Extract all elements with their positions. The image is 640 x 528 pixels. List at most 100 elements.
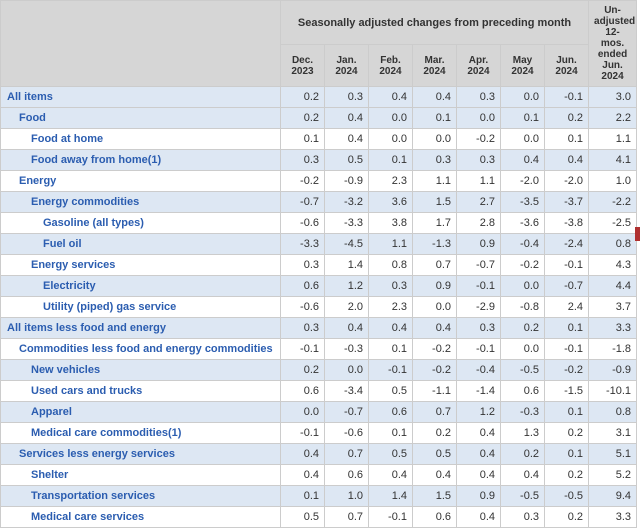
table-row: Services less energy services0.40.70.50.…: [1, 444, 637, 465]
group-header-seasonal: Seasonally adjusted changes from precedi…: [281, 1, 589, 45]
data-cell: 0.2: [501, 318, 545, 339]
data-cell: 0.0: [501, 129, 545, 150]
row-label[interactable]: New vehicles: [1, 360, 281, 381]
row-label[interactable]: All items less food and energy: [1, 318, 281, 339]
data-cell: 0.6: [501, 381, 545, 402]
data-cell: 0.3: [281, 318, 325, 339]
data-cell: -0.7: [281, 192, 325, 213]
row-label[interactable]: All items: [1, 87, 281, 108]
data-cell: -0.4: [501, 234, 545, 255]
data-cell: 0.4: [413, 318, 457, 339]
col-header-1: Jan.2024: [325, 45, 369, 87]
data-cell: 0.8: [369, 255, 413, 276]
data-cell: 0.8: [589, 234, 637, 255]
data-cell: 1.1: [369, 234, 413, 255]
data-cell: -0.1: [369, 507, 413, 528]
data-cell: 0.1: [413, 108, 457, 129]
table-row: Fuel oil-3.3-4.51.1-1.30.9-0.4-2.40.8: [1, 234, 637, 255]
row-label[interactable]: Energy services: [1, 255, 281, 276]
row-label[interactable]: Medical care commodities(1): [1, 423, 281, 444]
table-row: All items0.20.30.40.40.30.0-0.13.0: [1, 87, 637, 108]
data-cell: 2.2: [589, 108, 637, 129]
col-header-5: May2024: [501, 45, 545, 87]
data-cell: -0.2: [281, 171, 325, 192]
data-cell: 0.1: [545, 444, 589, 465]
data-cell: 0.3: [281, 255, 325, 276]
data-cell: 0.4: [501, 465, 545, 486]
data-cell: 0.1: [545, 318, 589, 339]
data-cell: -0.1: [545, 255, 589, 276]
data-cell: 0.5: [413, 444, 457, 465]
data-cell: -0.2: [413, 339, 457, 360]
data-cell: -0.8: [501, 297, 545, 318]
data-cell: 0.7: [413, 402, 457, 423]
row-label[interactable]: Fuel oil: [1, 234, 281, 255]
data-cell: 0.0: [413, 297, 457, 318]
data-cell: -0.6: [325, 423, 369, 444]
data-cell: -2.0: [545, 171, 589, 192]
row-label[interactable]: Apparel: [1, 402, 281, 423]
data-cell: 0.4: [369, 465, 413, 486]
data-cell: 0.3: [457, 318, 501, 339]
row-label[interactable]: Shelter: [1, 465, 281, 486]
data-cell: -3.3: [325, 213, 369, 234]
row-label[interactable]: Commodities less food and energy commodi…: [1, 339, 281, 360]
row-label[interactable]: Utility (piped) gas service: [1, 297, 281, 318]
row-label[interactable]: Electricity: [1, 276, 281, 297]
data-cell: 0.4: [413, 87, 457, 108]
data-cell: 1.0: [325, 486, 369, 507]
data-cell: -3.6: [501, 213, 545, 234]
table-row: Medical care commodities(1)-0.1-0.60.10.…: [1, 423, 637, 444]
data-cell: 0.3: [369, 276, 413, 297]
data-cell: 0.2: [545, 507, 589, 528]
row-label[interactable]: Food away from home(1): [1, 150, 281, 171]
data-cell: 0.6: [281, 381, 325, 402]
data-cell: 0.0: [457, 108, 501, 129]
row-label[interactable]: Gasoline (all types): [1, 213, 281, 234]
data-cell: -3.2: [325, 192, 369, 213]
table-row: All items less food and energy0.30.40.40…: [1, 318, 637, 339]
data-cell: 0.7: [325, 444, 369, 465]
row-label[interactable]: Food: [1, 108, 281, 129]
data-cell: -1.1: [413, 381, 457, 402]
table-row: Electricity0.61.20.30.9-0.10.0-0.74.4: [1, 276, 637, 297]
data-cell: -10.1: [589, 381, 637, 402]
data-cell: 0.1: [369, 339, 413, 360]
table-row: Food at home0.10.40.00.0-0.20.00.11.1: [1, 129, 637, 150]
table-row: Apparel0.0-0.70.60.71.2-0.30.10.8: [1, 402, 637, 423]
table-row: Food0.20.40.00.10.00.10.22.2: [1, 108, 637, 129]
data-cell: 0.2: [281, 108, 325, 129]
data-cell: 0.0: [369, 129, 413, 150]
footnote-ref[interactable]: (1): [168, 427, 181, 439]
data-cell: 1.1: [413, 171, 457, 192]
data-cell: 1.2: [457, 402, 501, 423]
data-cell: 0.3: [325, 87, 369, 108]
data-cell: 0.3: [413, 150, 457, 171]
row-label[interactable]: Medical care services: [1, 507, 281, 528]
row-label[interactable]: Energy: [1, 171, 281, 192]
row-label[interactable]: Transportation services: [1, 486, 281, 507]
data-cell: 4.4: [589, 276, 637, 297]
data-cell: 0.9: [457, 234, 501, 255]
data-cell: 1.1: [589, 129, 637, 150]
data-cell: 0.3: [281, 150, 325, 171]
data-cell: 5.1: [589, 444, 637, 465]
data-cell: 1.1: [457, 171, 501, 192]
data-cell: -0.7: [325, 402, 369, 423]
footnote-ref[interactable]: (1): [148, 154, 161, 166]
data-cell: 3.6: [369, 192, 413, 213]
data-cell: 1.0: [589, 171, 637, 192]
data-cell: -3.4: [325, 381, 369, 402]
data-cell: 0.4: [281, 465, 325, 486]
table-row: Gasoline (all types)-0.6-3.33.81.72.8-3.…: [1, 213, 637, 234]
data-cell: 5.2: [589, 465, 637, 486]
data-cell: 4.3: [589, 255, 637, 276]
row-label[interactable]: Services less energy services: [1, 444, 281, 465]
row-label[interactable]: Energy commodities: [1, 192, 281, 213]
row-label[interactable]: Used cars and trucks: [1, 381, 281, 402]
data-cell: 0.0: [501, 276, 545, 297]
row-label[interactable]: Food at home: [1, 129, 281, 150]
data-cell: 3.3: [589, 507, 637, 528]
data-cell: 0.4: [413, 465, 457, 486]
data-cell: 1.3: [501, 423, 545, 444]
